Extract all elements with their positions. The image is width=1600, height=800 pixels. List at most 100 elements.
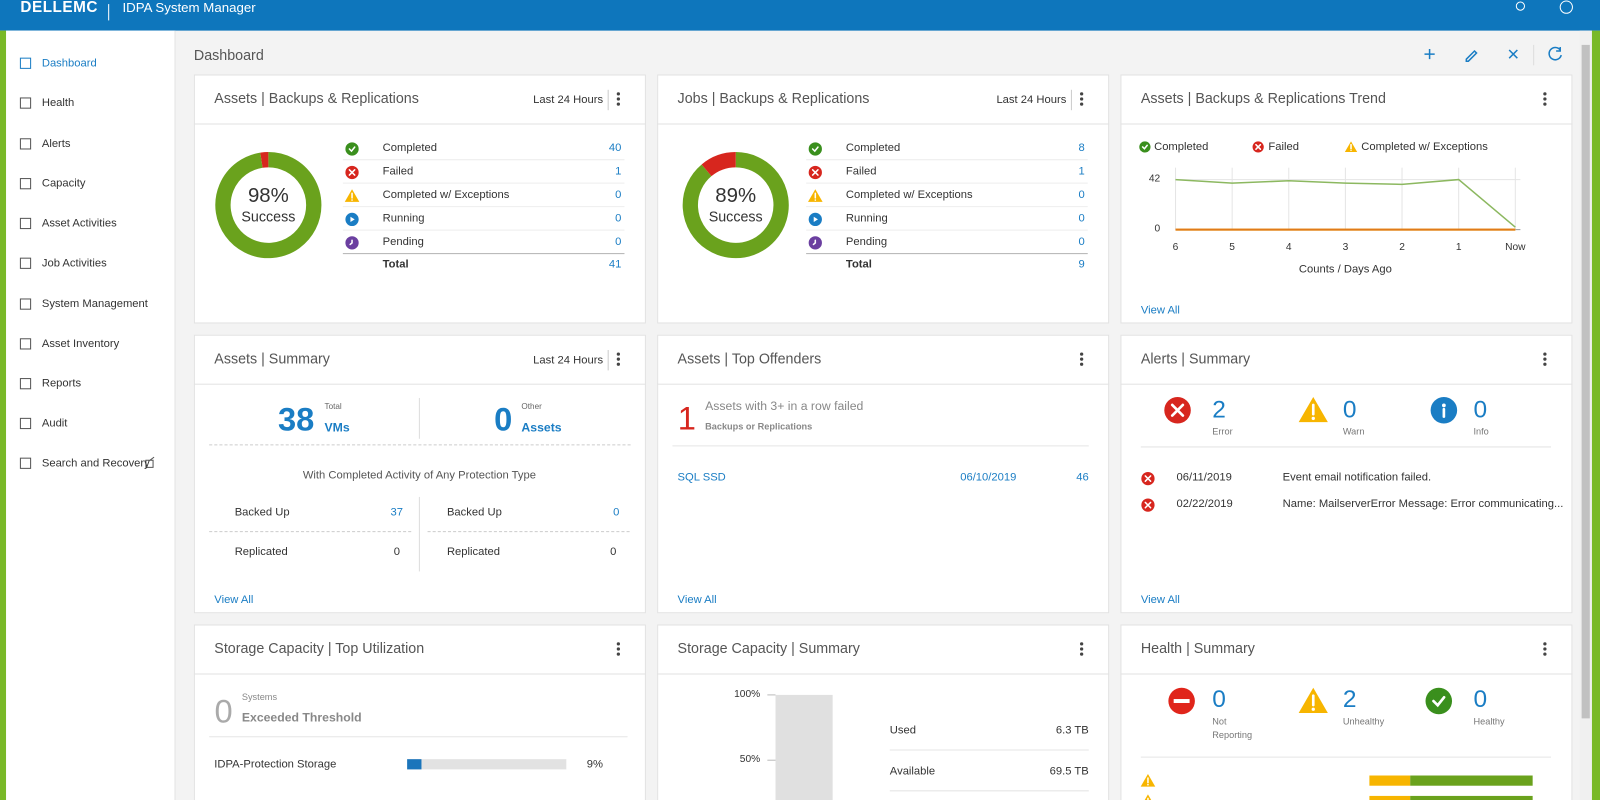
offender-name[interactable]: SQL SSD	[677, 471, 726, 484]
offender-subcaption: Backups or Replications	[705, 421, 813, 432]
alert-count[interactable]: 2	[1212, 395, 1226, 423]
health-count[interactable]: 2	[1342, 685, 1357, 713]
check	[348, 146, 356, 153]
toolbar-button[interactable]	[1548, 46, 1562, 61]
menu-dot	[616, 102, 620, 106]
icon-ok	[1139, 141, 1151, 153]
activity-caption: With Completed Activity of Any Protectio…	[302, 469, 536, 482]
activity-value[interactable]: 0	[613, 506, 620, 519]
activity-value[interactable]: 37	[390, 506, 404, 519]
nav-item[interactable]: Search and Recovery	[41, 457, 150, 470]
legend-label: Completed w/ Exceptions	[1361, 140, 1488, 154]
menu-button[interactable]	[1079, 352, 1084, 366]
user-icon[interactable]	[1515, 1, 1525, 11]
page-title: Dashboard	[193, 46, 264, 64]
status-value[interactable]: 0	[1078, 235, 1085, 248]
status-value[interactable]: 8	[1078, 141, 1085, 155]
alert-count-label: Warn	[1342, 426, 1365, 437]
menu-dot	[1079, 97, 1084, 101]
toolbar-button[interactable]	[1424, 48, 1435, 60]
card-header-line	[657, 383, 1110, 385]
menu-dot	[1543, 97, 1547, 101]
check	[811, 146, 819, 153]
frame-left	[0, 30, 7, 800]
menu-dot	[1543, 352, 1547, 356]
nav-icon	[19, 138, 32, 150]
nav-icon	[19, 178, 32, 190]
system-name: IDPA-Protection Storage	[214, 758, 337, 771]
scroll-thumb	[1581, 44, 1590, 719]
offender-caption: Assets with 3+ in a row failed	[705, 398, 864, 414]
icon-warn	[1298, 396, 1328, 423]
icon-warn	[1344, 141, 1358, 152]
menu-dot	[1543, 652, 1547, 656]
y-tick-label: 0	[1154, 223, 1161, 235]
menu-button[interactable]	[1079, 92, 1084, 106]
menu-button[interactable]	[616, 352, 620, 366]
menu-button[interactable]	[616, 642, 620, 656]
card-title: Alerts | Summary	[1140, 349, 1251, 367]
menu-button[interactable]	[1079, 642, 1084, 656]
nav-item[interactable]: Asset Inventory	[41, 337, 120, 350]
nav-item[interactable]: System Management	[41, 297, 148, 311]
alert-count[interactable]: 0	[1342, 395, 1357, 423]
nav-item[interactable]: Job Activities	[41, 257, 107, 270]
card-header-line	[657, 673, 1110, 675]
donut-segment	[260, 152, 269, 168]
nav-item[interactable]: Dashboard	[41, 57, 97, 70]
menu-button[interactable]	[616, 92, 620, 106]
x-tick-label: 6	[1172, 241, 1179, 254]
health-count-label: Healthy	[1473, 716, 1505, 727]
menu-button[interactable]	[1543, 642, 1547, 656]
frame-right	[1591, 30, 1600, 800]
status-value[interactable]: 0	[615, 212, 622, 225]
health-count[interactable]: 0	[1212, 685, 1226, 713]
menu-dot	[616, 352, 620, 356]
other-count: 0	[494, 401, 513, 438]
status-value[interactable]: 1	[615, 165, 622, 178]
health-count[interactable]: 0	[1473, 685, 1488, 713]
view-all-link[interactable]: View All	[1140, 304, 1180, 317]
icon-info	[1430, 396, 1458, 424]
view-all-link[interactable]: View All	[214, 593, 254, 607]
x-tick-label: 4	[1285, 241, 1292, 254]
status-value[interactable]: 0	[1078, 188, 1085, 202]
toolbar-button[interactable]	[1465, 49, 1478, 62]
nav-item[interactable]: Alerts	[41, 137, 71, 150]
nav-item[interactable]: Audit	[41, 417, 68, 430]
play	[813, 216, 818, 223]
status-value[interactable]: 0	[615, 235, 622, 248]
icon-circle	[808, 142, 822, 156]
status-value[interactable]: 0	[615, 188, 622, 202]
icon-err	[345, 165, 359, 180]
warn-triangle	[1144, 794, 1152, 800]
nav-item[interactable]: Capacity	[41, 177, 86, 190]
nav-item[interactable]: Asset Activities	[41, 217, 117, 230]
status-value[interactable]: 40	[608, 141, 622, 155]
menu-button[interactable]	[1543, 92, 1547, 106]
status-value[interactable]: 1	[1078, 165, 1085, 178]
alert-message: Name: MailserverError Message: Error com…	[1282, 497, 1564, 511]
clock	[812, 239, 817, 246]
status-value[interactable]: 0	[1078, 212, 1085, 225]
y-tick-label: 100%	[734, 688, 761, 700]
menu-button[interactable]	[1543, 352, 1547, 366]
nav-icon	[19, 217, 32, 230]
status-label: Failed	[382, 165, 414, 178]
nav-item[interactable]: Reports	[41, 377, 82, 390]
toolbar-button[interactable]	[1508, 49, 1518, 59]
icon-err	[1252, 141, 1264, 153]
menu-dot	[1079, 642, 1084, 646]
menu-dot	[1079, 357, 1084, 361]
info-icon[interactable]	[1559, 0, 1573, 14]
view-all-link[interactable]: View All	[1140, 593, 1180, 607]
check	[1141, 144, 1148, 150]
nav-item[interactable]: Health	[41, 96, 75, 110]
clock	[349, 239, 353, 246]
view-all-link[interactable]: View All	[677, 593, 717, 607]
offender-date: 06/10/2019	[960, 471, 1017, 484]
status-label: Completed	[382, 141, 437, 155]
alert-count[interactable]: 0	[1473, 395, 1488, 423]
icon-ok	[1425, 687, 1453, 715]
icon-warn	[1298, 687, 1328, 713]
